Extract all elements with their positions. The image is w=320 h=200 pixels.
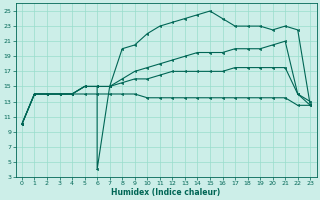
X-axis label: Humidex (Indice chaleur): Humidex (Indice chaleur): [111, 188, 221, 197]
